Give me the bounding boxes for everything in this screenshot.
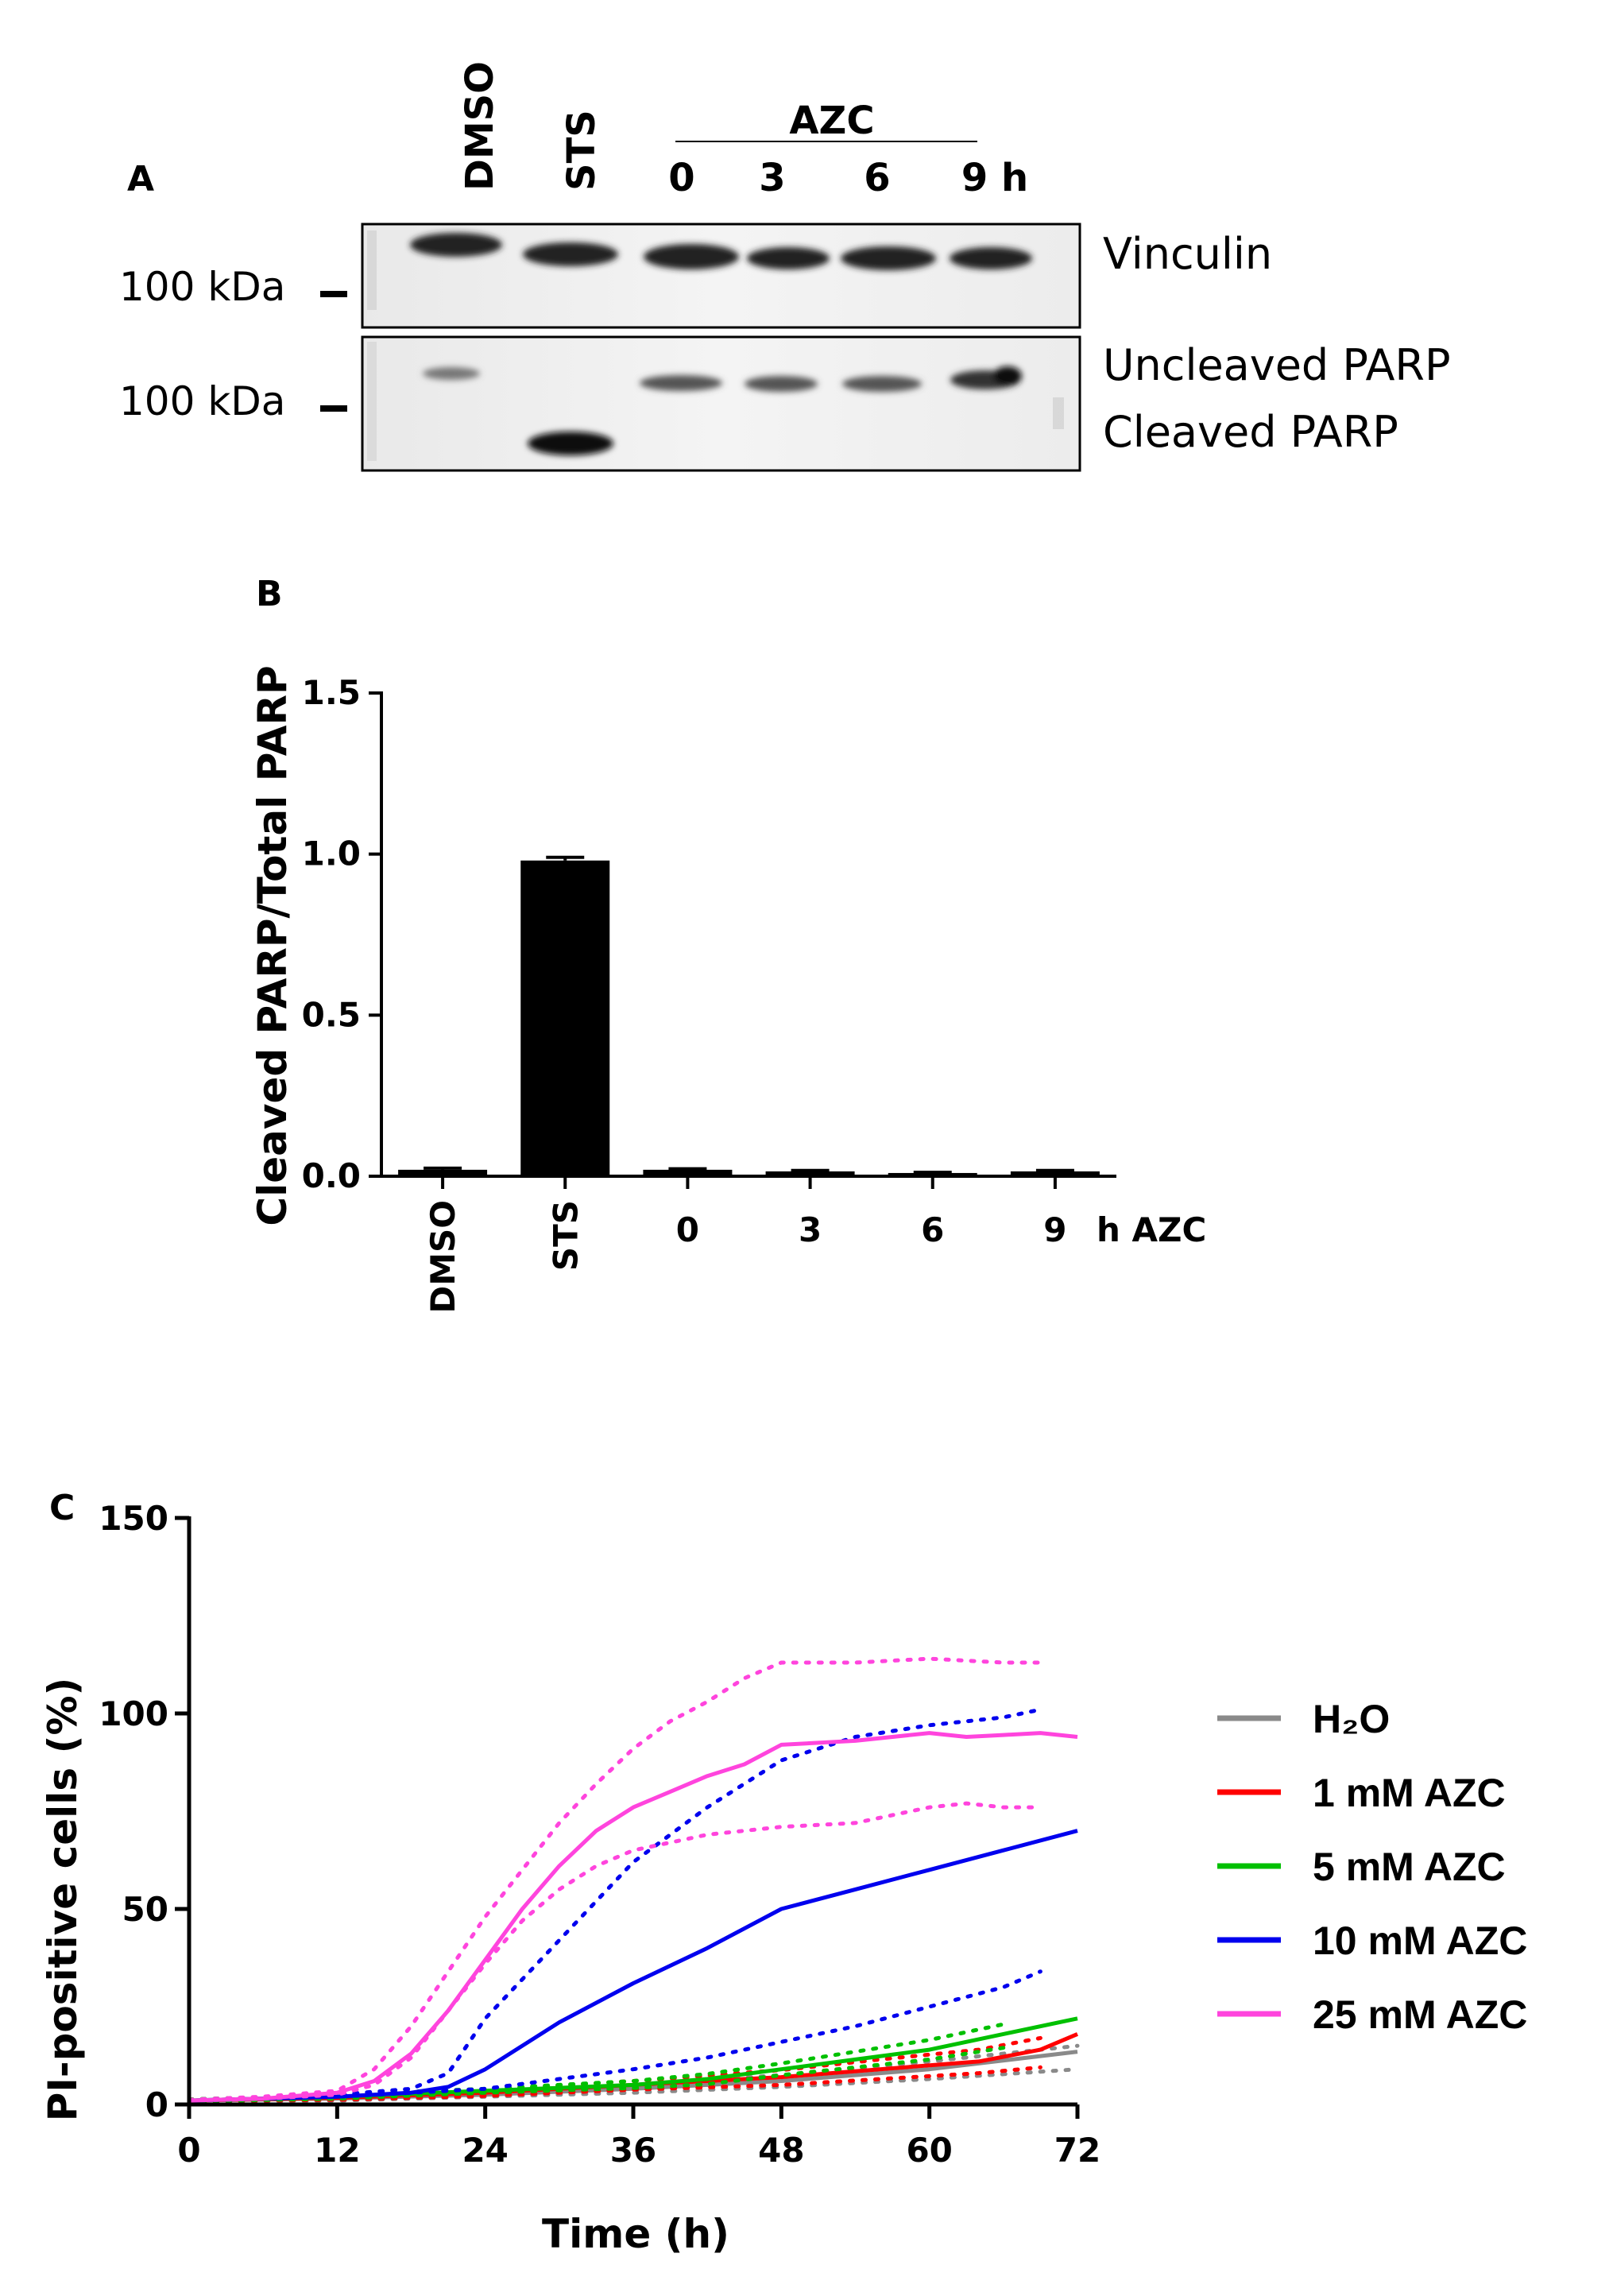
series-lower-bound-10-mm-azc: [187, 1969, 1042, 2103]
lane-label-0h: 0: [668, 156, 694, 200]
bar-3: [765, 1171, 855, 1176]
bar-6: [888, 1172, 977, 1176]
panel-letter-c: C: [49, 1488, 75, 1528]
y-tick-label-c: 150: [99, 1499, 168, 1538]
mw-marker-tick-2: [320, 405, 347, 412]
lane-label-sts: STS: [559, 110, 604, 191]
category-label-6: 6: [921, 1210, 944, 1249]
band-vinculin-6h: [841, 246, 936, 270]
y-tick-label-c: 50: [122, 1890, 168, 1929]
band-vinculin-9h: [950, 247, 1032, 269]
lane-label-dmso: DMSO: [458, 61, 502, 191]
blot-label-vinculin: Vinculin: [1103, 229, 1272, 279]
series-mean-line-10-mm-azc: [188, 1829, 1078, 2103]
ticks-c: 0 50 100 150 0 12 24 36 48 60 72: [99, 1499, 1100, 2170]
panel-b-bar-chart: B Cleaved PARP/Total PARP h AZC 0.0 0.5 1.…: [249, 574, 1206, 1314]
vinculin-blot: [361, 223, 1081, 329]
panel-letter-b: B: [256, 574, 283, 614]
bar-sts: [520, 860, 610, 1176]
legend-label-10-mm-azc: 10 mM AZC: [1313, 1918, 1527, 1963]
lane-label-3h: 3: [759, 156, 785, 200]
band-vinculin-sts: [523, 242, 618, 266]
y-tick-label-b: 1.0: [302, 834, 361, 873]
band-parp-0h: [640, 375, 722, 391]
lane-label-9h: 9 h: [961, 156, 1028, 200]
y-tick-label-b: 0.0: [302, 1156, 361, 1195]
y-tick-label-c: 100: [99, 1694, 168, 1733]
panel-a: A DMSO STS AZC 0 3 6 9 h 100 kDa Vinculi…: [119, 61, 1451, 472]
panel-letter-a: A: [127, 159, 154, 199]
x-tick-label-c: 24: [462, 2131, 508, 2170]
series-lower-bound-1-mm-azc: [187, 2065, 1042, 2104]
y-axis-title-b: Cleaved PARP/Total PARP: [249, 665, 296, 1225]
band-vinculin-0h: [644, 244, 739, 269]
blot-label-uncleaved-parp: Uncleaved PARP: [1103, 340, 1451, 390]
category-label-9: 9: [1043, 1210, 1066, 1249]
series-lines-c: [187, 1656, 1080, 2104]
legend-label-h-o: H₂O: [1313, 1697, 1390, 1741]
blot-label-cleaved-parp: Cleaved PARP: [1103, 407, 1398, 457]
legend-c: H₂O 1 mM AZC 5 mM AZC 10 mM AZC 25 mM AZC: [1217, 1697, 1527, 2037]
category-label-dmso: DMSO: [424, 1200, 462, 1314]
series-mean-line-25-mm-azc: [188, 1731, 1078, 2103]
band-parp-dmso: [423, 367, 480, 380]
x-tick-label-c: 48: [758, 2131, 804, 2170]
band-vinculin-3h: [747, 247, 830, 269]
x-tick-label-c: 36: [610, 2131, 656, 2170]
lane-label-6h: 6: [864, 156, 890, 200]
legend-label-5-mm-azc: 5 mM AZC: [1313, 1845, 1506, 1889]
x-tick-label-c: 72: [1054, 2131, 1100, 2170]
bar-9: [1010, 1171, 1100, 1176]
category-label-3: 3: [799, 1210, 822, 1249]
ladder-smear-right: [1053, 397, 1064, 429]
y-tick-label-c: 0: [145, 2085, 168, 2124]
category-labels-b: DMSO STS 0 3 6 9: [424, 1200, 1066, 1314]
series-lower-bound-25-mm-azc: [187, 1801, 1042, 2103]
series-upper-bound-25-mm-azc: [187, 1656, 1042, 2102]
bar-0: [643, 1169, 733, 1176]
legend-label-25-mm-azc: 25 mM AZC: [1313, 1992, 1527, 2037]
band-parp-9h-dark: [993, 366, 1022, 385]
x-tick-label-c: 12: [314, 2131, 360, 2170]
ladder-smear: [367, 230, 377, 310]
ladder-smear: [367, 342, 377, 461]
y-tick-label-b: 1.5: [302, 673, 361, 712]
x-tick-label-c: 0: [177, 2131, 200, 2170]
legend-label-1-mm-azc: 1 mM AZC: [1313, 1771, 1506, 1815]
y-axis-title-c: PI-positive cells (%): [40, 1678, 86, 2122]
mw-marker-tick-1: [320, 291, 347, 297]
blot-frame-parp: [361, 335, 1081, 472]
band-parp-3h: [745, 376, 818, 392]
panel-c-line-chart: C PI-positive cells (%) Time (h) 0 50 100 1…: [40, 1488, 1527, 2257]
x-axis-title-c: Time (h): [542, 2211, 729, 2257]
category-label-sts: STS: [546, 1200, 585, 1271]
band-cleaved-parp-sts: [528, 432, 613, 455]
parp-blot: [361, 335, 1081, 472]
band-parp-6h: [842, 376, 922, 392]
x-tick-label-c: 60: [906, 2131, 952, 2170]
axes-b: [380, 691, 1116, 1178]
bars-b: [398, 855, 1100, 1176]
axes-c: [187, 1516, 1077, 2107]
series-lower-bound-h-o: [187, 2067, 1080, 2104]
bar-dmso: [398, 1169, 488, 1176]
x-axis-suffix-b: h AZC: [1097, 1210, 1206, 1249]
band-vinculin-dmso: [410, 233, 502, 257]
category-label-0: 0: [676, 1210, 699, 1249]
series-upper-bound-10-mm-azc: [187, 1707, 1042, 2102]
azc-group-label: AZC: [789, 99, 874, 143]
mw-marker-label-1: 100 kDa: [119, 264, 285, 310]
mw-marker-label-2: 100 kDa: [119, 378, 285, 424]
ticks-b: 0.0 0.5 1.0 1.5: [302, 673, 1057, 1195]
y-tick-label-b: 0.5: [302, 995, 361, 1034]
series-upper-bound-1-mm-azc: [187, 2035, 1042, 2102]
